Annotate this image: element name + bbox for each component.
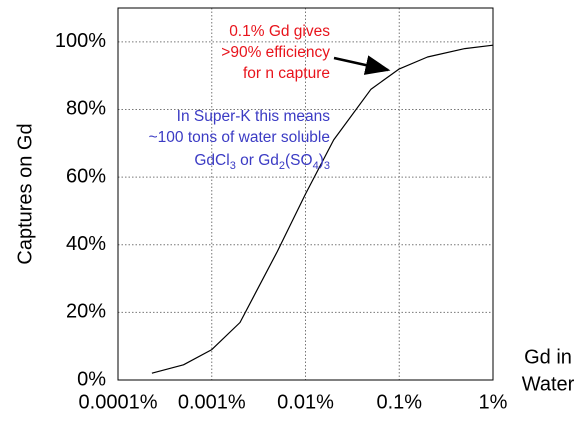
x-tick-label: 0.1% [376, 391, 422, 413]
y-tick-label: 100% [55, 30, 106, 52]
y-axis-label: Captures on Gd [14, 123, 36, 264]
subscript: 4 [313, 160, 319, 172]
annotation: 0.1% Gd gives [229, 23, 330, 40]
subscript: 3 [324, 160, 330, 172]
y-tick-label: 20% [66, 301, 106, 323]
annotation: for n capture [243, 65, 330, 82]
annotation: In Super-K this means [177, 108, 331, 125]
x-axis-label: Water [522, 373, 575, 395]
x-tick-label: 0.01% [277, 391, 334, 413]
annotation: >90% efficiency [221, 44, 330, 61]
y-tick-label: 60% [66, 165, 106, 187]
x-tick-label: 0.001% [178, 391, 246, 413]
subscript: 2 [279, 160, 285, 172]
annotation-part: GdCl [194, 152, 229, 169]
x-tick-label: 0.0001% [79, 391, 158, 413]
x-tick-label: 1% [479, 391, 508, 413]
y-tick-label: 40% [66, 233, 106, 255]
arrow [333, 55, 391, 75]
plot-frame [117, 7, 494, 381]
subscript: 3 [230, 160, 236, 172]
line [151, 44, 494, 374]
y-tick-label: 0% [77, 368, 106, 390]
annotation-part: or Gd [236, 152, 279, 169]
y-tick-label: 80% [66, 98, 106, 120]
annotation-part: ) [319, 152, 324, 169]
annotation: ~100 tons of water soluble [149, 129, 330, 146]
annotation: GdCl3 or Gd2(SO4)3 [194, 152, 330, 172]
annotation-part: (SO [285, 152, 313, 169]
x-axis-label: Gd in [524, 346, 572, 368]
